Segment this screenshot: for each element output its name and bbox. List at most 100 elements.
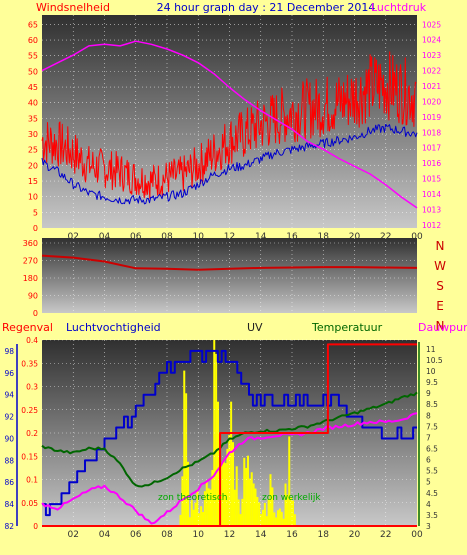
solar-bar (211, 470, 214, 526)
y-temp-tick: 7.5 (426, 422, 438, 431)
y-rain-tick: 0.3 (26, 383, 38, 392)
solar-bar (181, 476, 184, 526)
x-tick-label: 12 (224, 232, 235, 242)
y-left-tick: 45 (28, 83, 38, 92)
solar-bar (256, 496, 259, 526)
x-tick-label: 18 (318, 530, 330, 540)
x-tick-label: 00 (411, 232, 423, 242)
wind-pressure-axes: 0510152025303540455055606510121013101410… (28, 20, 442, 242)
y-left-tick: 55 (28, 52, 38, 61)
solar-bar (263, 502, 266, 526)
solar-bar (232, 442, 234, 526)
y-right-tick: 1019 (422, 113, 441, 122)
y-temp-tick: 9.5 (426, 378, 438, 387)
dewpoint-line (41, 412, 418, 525)
x-tick-label: 14 (255, 530, 267, 540)
solar-bar (185, 393, 188, 526)
solar-bar (200, 506, 203, 526)
x-tick-label: 08 (161, 232, 173, 242)
solar-bar (203, 491, 206, 526)
y-temp-tick: 8 (426, 411, 431, 420)
y-temp-tick: 3.5 (426, 511, 438, 520)
y-left-tick: 20 (28, 161, 38, 170)
wind-pressure-panel (42, 15, 417, 228)
y-temp-tick: 4 (426, 500, 431, 509)
x-tick-label: 08 (161, 530, 173, 540)
y-dir-tick: 360 (23, 239, 38, 248)
solar-bar (215, 353, 218, 526)
y-right-tick: 1023 (422, 51, 441, 60)
y-left-tick: 30 (28, 130, 38, 139)
solar-bar (288, 436, 291, 526)
y-left-tick: 35 (28, 114, 38, 123)
y-right-tick: 1017 (422, 144, 441, 153)
y-rain-tick: 0.2 (26, 429, 38, 438)
compass-letter-n2: N (436, 319, 445, 333)
y-temp-tick: 11 (426, 345, 436, 354)
y-left-tick: 5 (33, 208, 38, 217)
uv-label: UV (247, 321, 263, 334)
solar-bar (258, 502, 261, 526)
solar-bar (265, 516, 268, 526)
wind-direction-panel (42, 238, 417, 313)
solar-bar (252, 483, 255, 526)
temperature-label: Temperatuur (311, 321, 383, 334)
x-tick-label: 06 (130, 530, 142, 540)
compass-letter-n1: N (436, 239, 445, 253)
solar-bar (248, 478, 251, 526)
solar-bar (179, 514, 182, 526)
solar-bar (290, 497, 293, 526)
y-temp-tick: 9 (426, 389, 431, 398)
solar-bar (230, 401, 233, 526)
y-temp-tick: 6.5 (426, 445, 438, 454)
solar-bar (235, 466, 238, 526)
solar-bar (187, 461, 189, 526)
y-right-tick: 1021 (422, 82, 441, 91)
x-tick-label: 10 (193, 232, 205, 242)
y-humidity-tick: 88 (4, 456, 14, 465)
y-right-tick: 1024 (422, 36, 441, 45)
y-temp-tick: 10 (426, 367, 436, 376)
solar-bar (245, 467, 248, 526)
y-rain-tick: 0.15 (21, 452, 38, 461)
x-tick-label: 12 (224, 530, 235, 540)
solar-bar (190, 500, 193, 526)
y-right-tick: 1025 (422, 20, 441, 29)
y-right-tick: 1020 (422, 97, 441, 106)
wind-pressure-series (41, 40, 418, 209)
solar-bar (188, 517, 191, 526)
solar-bar (271, 487, 274, 526)
solar-bar (241, 498, 244, 526)
wind-gust-line (41, 123, 418, 205)
wind-direction-series (41, 254, 418, 271)
solar-actual-annotation: zon werkelijk (262, 493, 321, 503)
solar-bar (284, 483, 287, 526)
y-humidity-tick: 84 (4, 500, 14, 509)
y-rain-tick: 0.4 (26, 336, 38, 345)
solar-bar (267, 499, 270, 526)
y-left-tick: 65 (28, 20, 38, 29)
y-rain-tick: 0.1 (26, 476, 38, 485)
y-temp-tick: 10.5 (426, 356, 443, 365)
x-tick-label: 16 (286, 530, 298, 540)
solar-bar (293, 514, 296, 526)
y-rain-tick: 0.05 (21, 499, 38, 508)
y-humidity-tick: 92 (4, 413, 14, 422)
y-left-tick: 40 (28, 99, 38, 108)
humidity-label: Luchtvochtigheid (66, 321, 161, 334)
x-tick-label: 20 (349, 232, 361, 242)
y-left-tick: 10 (28, 193, 38, 202)
x-tick-label: 00 (411, 530, 423, 540)
solar-bar (224, 463, 227, 526)
solar-bar (183, 370, 186, 526)
x-tick-label: 22 (380, 232, 391, 242)
y-right-tick: 1018 (422, 128, 441, 137)
y-temp-tick: 5 (426, 478, 431, 487)
pressure-line (41, 40, 418, 209)
y-temp-tick: 3 (426, 522, 431, 531)
y-rain-tick: 0.25 (21, 406, 38, 415)
x-tick-label: 16 (286, 232, 298, 242)
y-dir-tick: 0 (33, 309, 38, 318)
solar-bar (286, 494, 289, 526)
